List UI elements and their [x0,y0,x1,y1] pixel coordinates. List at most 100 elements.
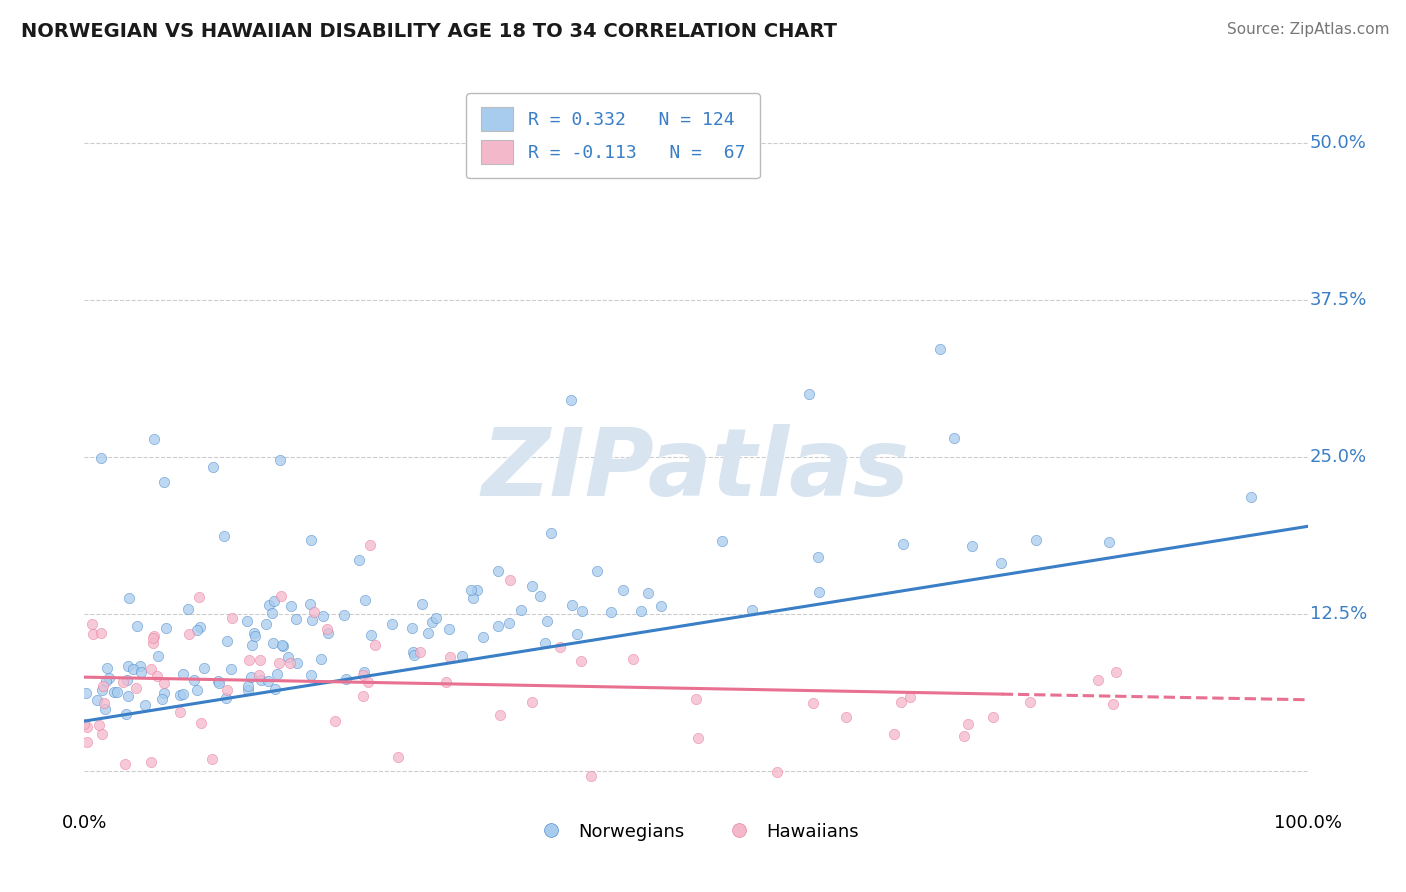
Point [409,645,432,659]
Point [142,629,165,643]
Point [548,640,571,654]
Point [75,686,97,700]
Point [402,645,425,659]
Point [540,525,562,540]
Point [929,342,952,356]
Point [567,626,589,640]
Point [333,607,356,622]
Point [561,598,583,612]
Point [139,755,162,769]
Point [943,430,966,444]
Point [1102,697,1125,711]
Point [96,673,118,688]
Point [91,679,114,693]
Point [301,613,323,627]
Point [612,583,634,598]
Point [599,606,621,620]
Point [437,622,460,636]
Text: Source: ZipAtlas.com: Source: ZipAtlas.com [1226,22,1389,37]
Point [529,589,551,603]
Point [890,695,912,709]
Point [142,636,165,650]
Point [630,603,652,617]
Point [247,668,270,682]
Point [990,557,1012,571]
Text: 37.5%: 37.5% [1310,291,1368,310]
Point [401,621,423,635]
Point [82,626,104,640]
Point [73,717,96,731]
Point [238,653,260,667]
Point [118,591,141,605]
Point [352,689,374,703]
Point [262,636,284,650]
Point [146,669,169,683]
Point [439,650,461,665]
Point [489,707,512,722]
Point [271,639,294,653]
Point [125,619,148,633]
Point [353,665,375,680]
Point [461,591,484,606]
Point [302,605,325,619]
Text: ZIPatlas: ZIPatlas [482,425,910,516]
Point [801,696,824,710]
Point [263,594,285,608]
Point [436,675,458,690]
Point [97,671,120,685]
Point [364,639,387,653]
Point [219,662,242,676]
Point [425,610,447,624]
Point [153,686,176,700]
Point [139,663,162,677]
Point [90,683,112,698]
Point [467,582,489,597]
Point [499,573,522,587]
Point [193,661,215,675]
Point [172,666,194,681]
Point [103,685,125,699]
Point [115,706,138,721]
Point [571,604,593,618]
Point [169,706,191,720]
Point [685,692,707,706]
Point [898,690,921,705]
Point [416,625,439,640]
Point [143,432,166,446]
Point [177,627,200,641]
Point [534,635,557,649]
Point [278,656,301,670]
Point [87,718,110,732]
Point [471,630,494,644]
Point [741,603,763,617]
Point [76,735,98,749]
Point [117,659,139,673]
Point [411,597,433,611]
Point [240,638,263,652]
Point [172,687,194,701]
Point [152,675,174,690]
Point [1019,694,1042,708]
Point [93,696,115,710]
Point [186,623,208,637]
Point [146,648,169,663]
Point [243,629,266,643]
Point [1025,533,1047,548]
Point [765,764,787,779]
Point [238,683,260,698]
Point [262,607,284,621]
Point [621,652,644,666]
Text: 25.0%: 25.0% [1310,449,1367,467]
Point [266,667,288,681]
Point [117,673,139,687]
Point [270,638,292,652]
Point [111,675,134,690]
Point [299,598,322,612]
Point [686,731,709,746]
Point [188,620,211,634]
Point [387,750,409,764]
Point [236,615,259,629]
Point [269,453,291,467]
Point [285,656,308,670]
Point [243,626,266,640]
